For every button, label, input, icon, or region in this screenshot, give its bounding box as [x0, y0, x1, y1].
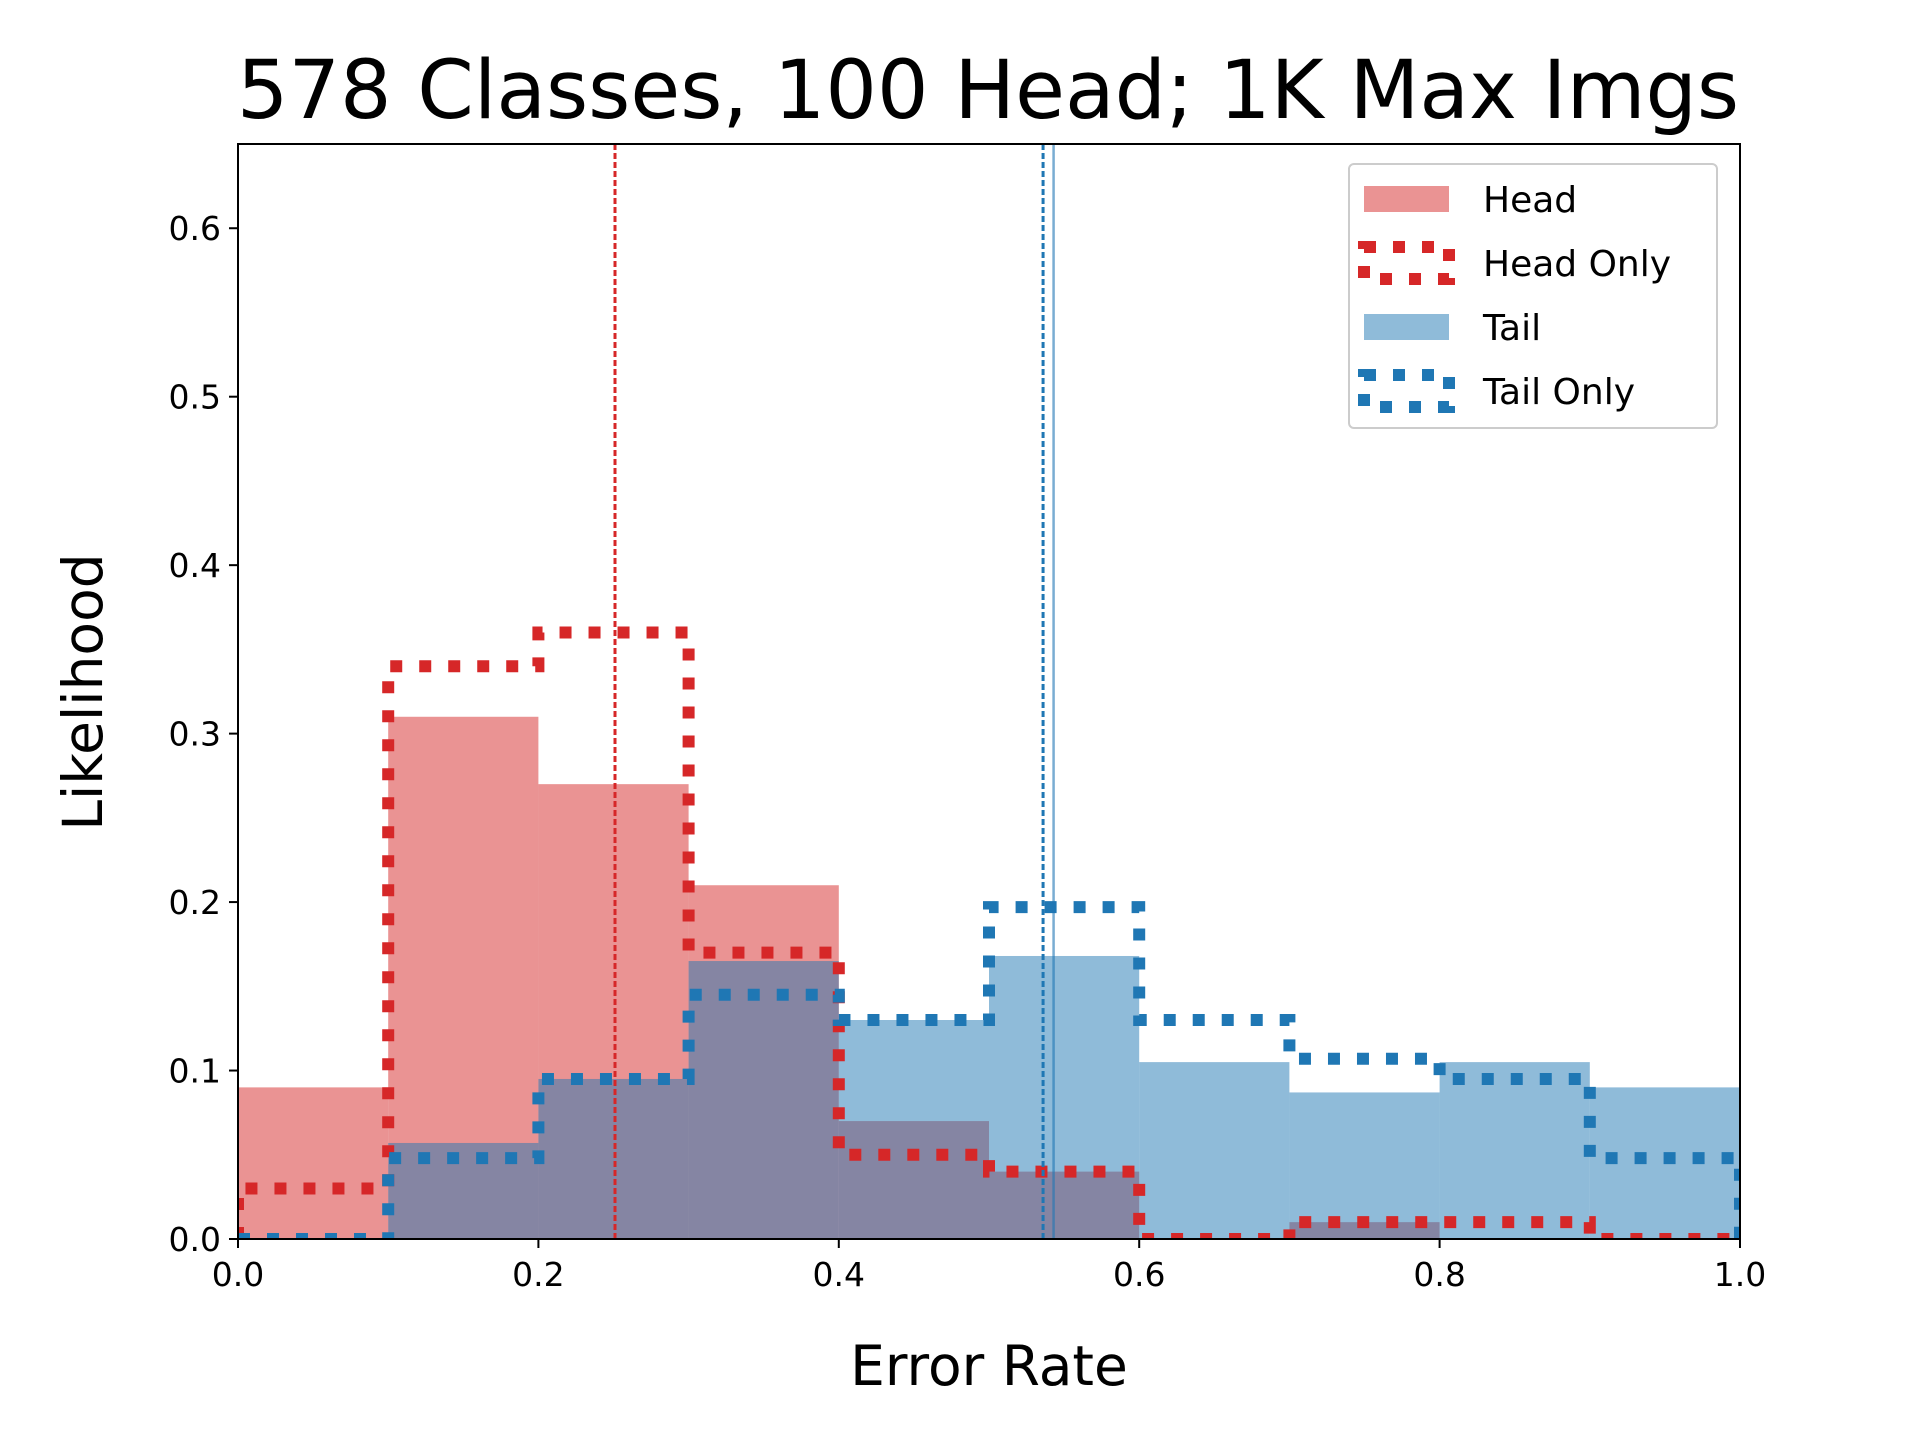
y-tick-label: 0.2: [169, 883, 221, 922]
head-bar-0: [238, 1087, 389, 1239]
legend-label-head: Head: [1483, 180, 1577, 221]
x-tick-label: 0.2: [512, 1255, 564, 1294]
plot-bars: [238, 716, 1740, 1239]
tail-bar-5: [989, 955, 1140, 1239]
tail-bar-6: [1139, 1062, 1290, 1239]
tail-bar-4: [838, 1020, 989, 1239]
tail-bar-3: [688, 961, 839, 1239]
y-tick-label: 0.4: [169, 546, 221, 585]
legend-label-tail-only: Tail Only: [1482, 372, 1635, 413]
tail-bar-2: [538, 1078, 689, 1239]
legend-swatch-tail: [1364, 314, 1449, 340]
x-tick-label: 0.6: [1113, 1255, 1165, 1294]
tail-bar-7: [1289, 1092, 1440, 1239]
legend-swatch-head: [1364, 186, 1449, 212]
y-tick-label: 0.1: [169, 1052, 221, 1091]
legend: Head Head Only Tail Tail Only: [1348, 163, 1718, 429]
plot-steps: [238, 626, 1740, 1239]
x-axis-title: Error Rate: [850, 1334, 1128, 1398]
x-tick-label: 0.0: [212, 1255, 264, 1294]
x-tick-label: 0.4: [813, 1255, 865, 1294]
reference-lines: [613, 144, 1055, 1239]
plot-frame: [237, 143, 1741, 1240]
tail-only-step: [238, 901, 1740, 1239]
x-tick-label: 0.8: [1413, 1255, 1465, 1294]
legend-box: [1348, 163, 1718, 429]
y-tick-label: 0.5: [169, 378, 221, 417]
tail-bar-8: [1439, 1062, 1590, 1239]
chart-title: 578 Classes, 100 Head; 1K Max Imgs: [237, 44, 1739, 138]
y-tick-label: 0.6: [169, 209, 221, 248]
y-axis: 0.0 0.1 0.2 0.3 0.4 0.5 0.6: [169, 209, 238, 1259]
head-only-step: [238, 626, 1740, 1239]
legend-label-tail: Tail: [1482, 308, 1541, 349]
y-tick-label: 0.3: [169, 715, 221, 754]
y-tick-label: 0.0: [169, 1220, 221, 1259]
x-tick-label: 1.0: [1714, 1255, 1766, 1294]
y-axis-title: Likelihood: [51, 553, 115, 830]
x-axis: 0.0 0.2 0.4 0.6 0.8 1.0: [212, 1239, 1766, 1294]
legend-label-head-only: Head Only: [1483, 244, 1671, 285]
